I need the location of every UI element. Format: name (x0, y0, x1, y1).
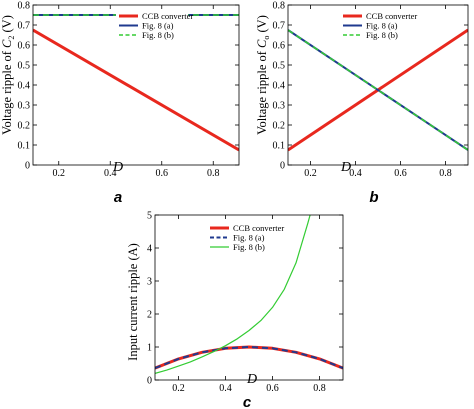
panel-c-y-tick-label: 0 (147, 376, 152, 387)
panel-c-axes-frame (154, 214, 344, 381)
panel-b-series-line-3 (288, 29, 468, 151)
panel-c-x-tick-label: 0.6 (266, 383, 279, 394)
panel-a-y-ticks: 0 0.1 0.2 0.3 0.4 0.5 0.6 0.7 0.8 (18, 1, 239, 172)
panel-a-y-tick-label: 0.1 (18, 141, 31, 152)
panel-a: 0.2 0.4 0.6 0.8 0 0.1 0.2 0.3 0.4 0.5 0.6 0.7 0.8 D… (0, 1, 240, 206)
panel-c-y-axis-label: Input current ripple (A) (126, 243, 140, 361)
panel-c-y-tick-label: 2 (147, 310, 152, 321)
panel-a-legend-label-3: Fig. 8 (b) (142, 30, 174, 40)
panel-a-y-tick-label: 0.7 (18, 21, 31, 32)
panel-c-y-tick-label: 5 (147, 211, 152, 222)
panel-a-x-axis-label: D (112, 160, 123, 175)
panel-c-y-tick-label: 4 (147, 244, 152, 255)
panel-a-y-tick-label: 0.3 (18, 101, 31, 112)
panel-b-x-axis-label: D (340, 160, 351, 175)
panel-a-x-tick-label: 0.8 (207, 168, 220, 179)
panel-a-y-tick-label: 0.8 (18, 1, 31, 12)
panel-a-y-axis-label: Voltage ripple of C2 (V) (0, 15, 16, 135)
panel-a-y-tick-label: 0.5 (18, 61, 31, 72)
panel-a-x-tick-label: 0.2 (53, 168, 66, 179)
panel-b-legend-label-2: Fig. 8 (a) (366, 21, 398, 31)
panel-a-y-tick-label: 0.4 (18, 81, 31, 92)
panel-b-y-tick-label: 0.3 (273, 101, 286, 112)
panel-b-y-axis-label: Voltage ripple of Co (V) (255, 15, 271, 135)
panel-a-y-tick-label: 0.6 (18, 41, 31, 52)
panel-c-y-tick-label: 3 (147, 277, 152, 288)
panel-a-y-tick-label: 0.2 (18, 121, 31, 132)
panel-c-plot-area (154, 214, 344, 381)
panel-b-x-tick-label: 0.6 (394, 168, 407, 179)
panel-c-letter: c (243, 394, 252, 409)
panel-c-legend-label-2: Fig. 8 (a) (233, 233, 265, 243)
panel-c-series-line-2 (155, 346, 343, 370)
panel-b-x-tick-label: 0.8 (439, 168, 452, 179)
panel-c-series-line-3 (155, 215, 311, 374)
panel-a-x-tick-label: 0.6 (156, 168, 169, 179)
panel-b-legend-label-3: Fig. 8 (b) (366, 30, 398, 40)
panel-c-x-axis-label: D (246, 372, 257, 387)
panel-c-x-tick-label: 0.2 (172, 383, 185, 394)
panel-b-y-tick-label: 0.8 (273, 1, 286, 12)
panel-b-x-ticks: 0.2 0.4 0.6 0.8 (304, 5, 452, 179)
panel-c-y-tick-label: 1 (147, 343, 152, 354)
panel-b-y-tick-label: 0.1 (273, 141, 286, 152)
panel-c-series-group (155, 215, 343, 374)
panel-b-y-tick-label: 0.5 (273, 61, 286, 72)
panel-c: 0.2 0.4 0.6 0.8 0 1 2 3 4 5 D Input current ripp… (126, 211, 344, 409)
panel-b-x-tick-label: 0.4 (349, 168, 362, 179)
panel-b: 0.2 0.4 0.6 0.8 0 0.1 0.2 0.3 0.4 0.5 0.6 0.7 0.8 D… (255, 1, 469, 206)
panel-b-y-tick-label: 0.2 (273, 121, 286, 132)
panel-b-letter: b (369, 189, 378, 206)
panel-b-x-tick-label: 0.2 (304, 168, 317, 179)
panel-b-series-group (288, 28, 468, 152)
panel-b-y-ticks: 0 0.1 0.2 0.3 0.4 0.5 0.6 0.7 0.8 (273, 1, 468, 172)
panel-a-y-tick-label: 0 (25, 161, 30, 172)
panel-c-y-ticks: 0 1 2 3 4 5 (147, 211, 343, 387)
panel-a-series-line-1 (33, 28, 239, 152)
panel-a-x-ticks: 0.2 0.4 0.6 0.8 (53, 5, 220, 179)
panel-b-y-tick-label: 0.6 (273, 41, 286, 52)
panel-a-legend-label-1: CCB converter (142, 11, 193, 21)
panel-c-x-tick-label: 0.8 (313, 383, 326, 394)
panel-b-legend-label-1: CCB converter (366, 11, 417, 21)
panel-a-legend-label-2: Fig. 8 (a) (142, 21, 174, 31)
panel-a-letter: a (114, 189, 122, 206)
panel-b-y-tick-label: 0.4 (273, 81, 286, 92)
panel-c-x-ticks: 0.2 0.4 0.6 0.8 (172, 215, 326, 394)
panel-c-legend-label-3: Fig. 8 (b) (233, 242, 265, 252)
panel-c-x-tick-label: 0.4 (219, 383, 232, 394)
panel-b-y-tick-label: 0.7 (273, 21, 286, 32)
panel-b-y-tick-label: 0 (280, 161, 285, 172)
panel-c-legend-label-1: CCB converter (233, 223, 284, 233)
panel-a-x-tick-label: 0.4 (104, 168, 117, 179)
